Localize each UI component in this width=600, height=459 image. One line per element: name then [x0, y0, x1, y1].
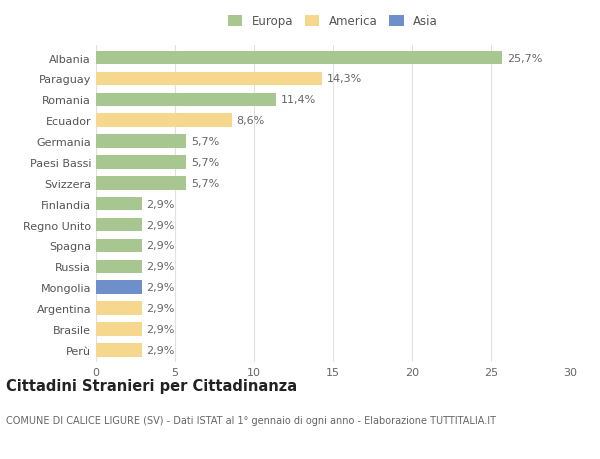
- Text: 25,7%: 25,7%: [507, 53, 542, 63]
- Bar: [96, 177, 186, 190]
- Text: 8,6%: 8,6%: [236, 116, 265, 126]
- Text: Cittadini Stranieri per Cittadinanza: Cittadini Stranieri per Cittadinanza: [6, 379, 297, 394]
- Legend: Europa, America, Asia: Europa, America, Asia: [224, 11, 442, 33]
- Text: 2,9%: 2,9%: [146, 283, 175, 292]
- Bar: [96, 93, 276, 107]
- Bar: [96, 281, 142, 294]
- Bar: [96, 218, 142, 232]
- Text: COMUNE DI CALICE LIGURE (SV) - Dati ISTAT al 1° gennaio di ogni anno - Elaborazi: COMUNE DI CALICE LIGURE (SV) - Dati ISTA…: [6, 415, 496, 425]
- Text: 2,9%: 2,9%: [146, 345, 175, 355]
- Bar: [96, 302, 142, 315]
- Bar: [96, 343, 142, 357]
- Bar: [96, 239, 142, 253]
- Text: 2,9%: 2,9%: [146, 262, 175, 272]
- Text: 2,9%: 2,9%: [146, 220, 175, 230]
- Text: 5,7%: 5,7%: [191, 179, 219, 188]
- Text: 2,9%: 2,9%: [146, 324, 175, 334]
- Text: 5,7%: 5,7%: [191, 137, 219, 147]
- Bar: [96, 260, 142, 274]
- Bar: [96, 51, 502, 65]
- Bar: [96, 197, 142, 211]
- Bar: [96, 135, 186, 149]
- Bar: [96, 323, 142, 336]
- Text: 11,4%: 11,4%: [281, 95, 316, 105]
- Bar: [96, 73, 322, 86]
- Text: 14,3%: 14,3%: [326, 74, 362, 84]
- Text: 5,7%: 5,7%: [191, 157, 219, 168]
- Bar: [96, 114, 232, 128]
- Text: 2,9%: 2,9%: [146, 199, 175, 209]
- Bar: [96, 156, 186, 169]
- Text: 2,9%: 2,9%: [146, 241, 175, 251]
- Text: 2,9%: 2,9%: [146, 303, 175, 313]
